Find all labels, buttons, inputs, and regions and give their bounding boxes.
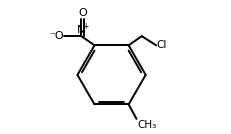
Text: +: + [82,22,89,31]
Text: O: O [78,8,87,18]
Text: Cl: Cl [157,40,167,50]
Text: ⁻O: ⁻O [49,31,64,41]
Text: N: N [77,25,85,35]
Text: CH₃: CH₃ [138,120,157,129]
